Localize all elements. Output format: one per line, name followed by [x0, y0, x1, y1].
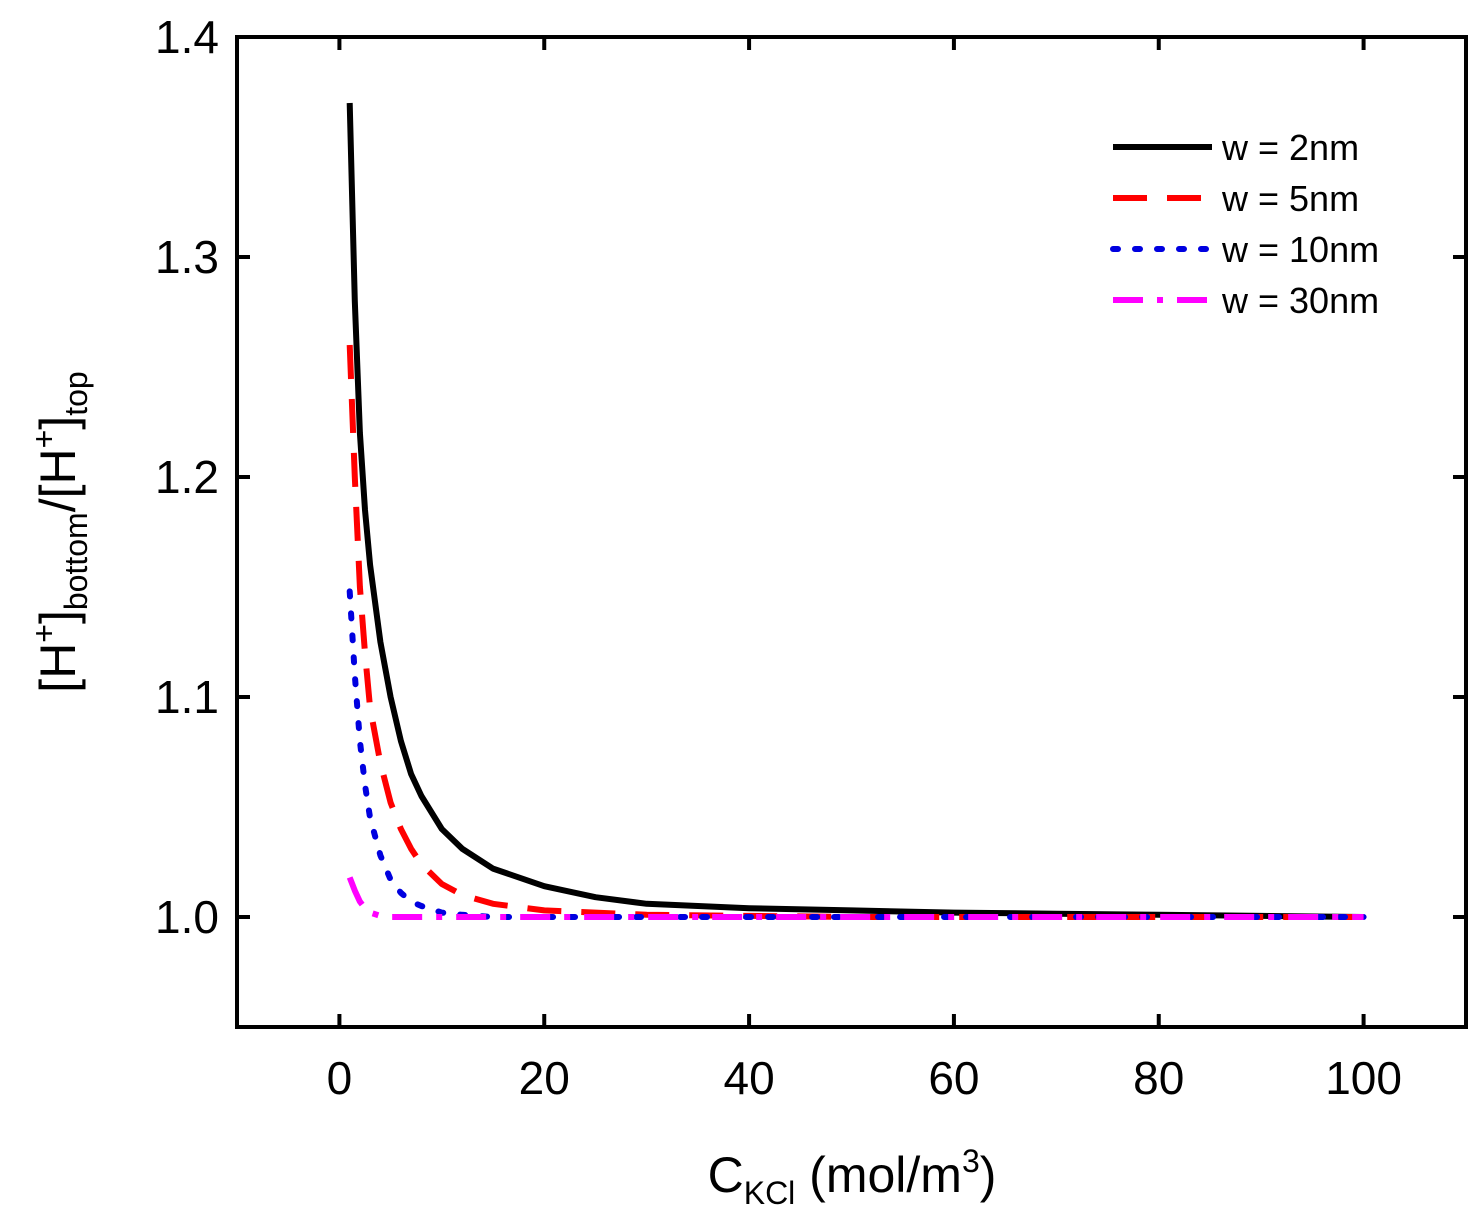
y-tick-label: 1.2	[155, 451, 219, 503]
x-tick-label: 60	[928, 1052, 979, 1104]
series-line-2	[346, 344, 1364, 920]
legend-label: w = 10nm	[1221, 229, 1379, 270]
legend: w = 2nm w = 5nm w = 10nm w = 30nm	[1110, 127, 1379, 321]
y-tick-label: 1.3	[155, 231, 219, 283]
x-tick-label: 20	[519, 1052, 570, 1104]
series-line-4	[346, 876, 1364, 920]
series-line-1	[346, 102, 1364, 920]
x-axis-title: CKCl (mol/m3)	[708, 1143, 997, 1211]
y-tick-label: 1.1	[155, 671, 219, 723]
y-tick-label: 1.0	[155, 891, 219, 943]
tick-layer: 0 20 40 60 80 100 1.0 1.1 1.2 1.3 1.4	[155, 11, 1466, 1104]
x-tick-label: 80	[1133, 1052, 1184, 1104]
x-tick-label: 100	[1325, 1052, 1402, 1104]
plot-frame	[235, 35, 1468, 1029]
y-axis-title: [H+]bottom/[H+]top	[26, 371, 94, 692]
legend-label: w = 5nm	[1221, 178, 1359, 219]
legend-label: w = 30nm	[1221, 280, 1379, 321]
series-line-3	[346, 588, 1367, 920]
series-layer	[346, 102, 1367, 920]
legend-label: w = 2nm	[1221, 127, 1359, 168]
x-tick-label: 0	[327, 1052, 353, 1104]
y-tick-label: 1.4	[155, 11, 219, 63]
x-tick-label: 40	[723, 1052, 774, 1104]
